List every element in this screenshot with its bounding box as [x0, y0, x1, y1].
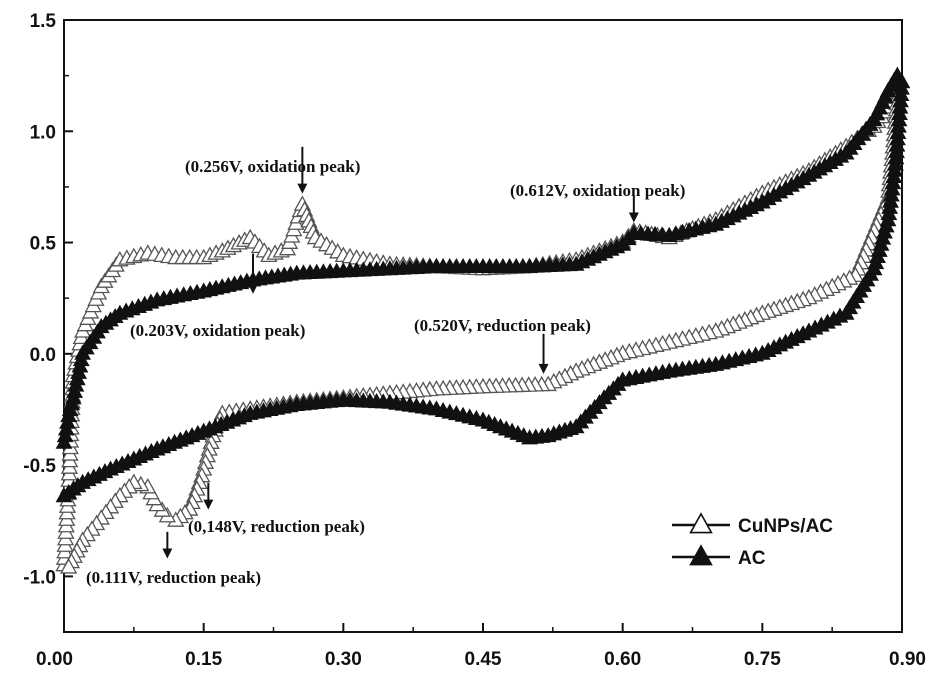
- y-tick-label: -0.5: [23, 456, 56, 477]
- x-tick-label: 0.30: [325, 649, 362, 670]
- x-tick-label: 0.45: [465, 649, 502, 670]
- series-ac: [55, 66, 911, 503]
- annotation-label: (0,148V, reduction peak): [188, 517, 365, 536]
- x-tick-label: 0.00: [36, 649, 73, 670]
- y-tick-label: 1.0: [30, 122, 56, 143]
- annotation-arrow-head: [628, 212, 639, 223]
- legend-marker: [689, 544, 713, 566]
- x-tick-label: 0.60: [604, 649, 641, 670]
- data-point-ac: [55, 487, 73, 503]
- axis-ticks: 0.00 0.15 0.30 0.45 0.60 0.75 0.90 1.5 1.0 0.5 0.0…: [23, 11, 926, 670]
- x-tick-label: 0.90: [889, 649, 926, 670]
- annotation-arrow-head: [162, 548, 173, 559]
- data-point-cunps-ac: [60, 558, 78, 574]
- y-tick-label: 0.5: [30, 234, 57, 255]
- legend: CuNPs/AC AC: [672, 512, 833, 569]
- annotation-label: (0.256V, oxidation peak): [185, 157, 360, 176]
- plot-frame: [63, 19, 903, 633]
- annotation-arrow-head: [248, 283, 259, 294]
- legend-marker: [689, 512, 713, 534]
- x-tick-label: 0.15: [185, 649, 222, 670]
- annotation-label: (0.203V, oxidation peak): [130, 321, 305, 340]
- annotation-label: (0.111V, reduction peak): [86, 568, 261, 587]
- y-tick-label: 0.0: [30, 345, 56, 366]
- legend-label: CuNPs/AC: [738, 516, 833, 537]
- y-tick-label: -1.0: [23, 567, 56, 588]
- annotation-arrow-head: [203, 499, 214, 510]
- x-tick-label: 0.75: [744, 649, 781, 670]
- annotation-arrow-head: [538, 363, 549, 374]
- annotation-label: (0.612V, oxidation peak): [510, 181, 685, 200]
- series-layer: [55, 66, 911, 574]
- y-tick-label: 1.5: [30, 11, 57, 32]
- legend-label: AC: [738, 548, 766, 569]
- annotation-arrow-head: [297, 183, 308, 194]
- annotation-layer: (0.256V, oxidation peak) (0.612V, oxidati…: [86, 146, 685, 587]
- annotation-label: (0.520V, reduction peak): [414, 316, 591, 335]
